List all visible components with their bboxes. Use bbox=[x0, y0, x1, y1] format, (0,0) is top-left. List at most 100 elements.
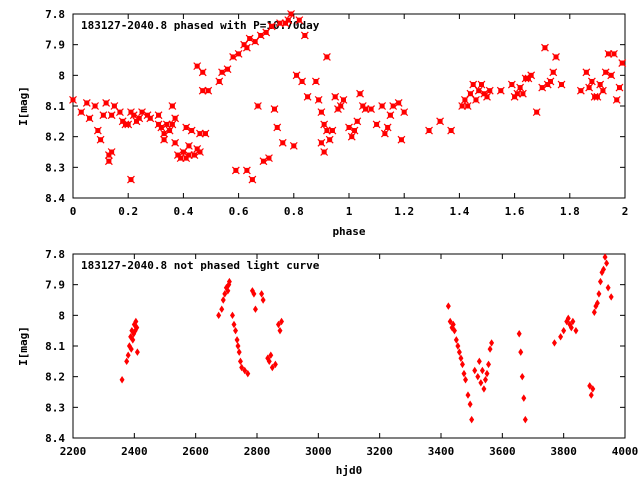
data-point bbox=[204, 86, 213, 95]
data-point bbox=[496, 86, 505, 95]
data-point bbox=[602, 253, 608, 261]
data-point bbox=[604, 49, 613, 58]
data-point bbox=[481, 385, 487, 393]
data-point bbox=[378, 102, 387, 110]
data-point bbox=[582, 68, 591, 77]
data-point bbox=[597, 277, 603, 286]
data-point bbox=[320, 148, 329, 156]
data-point bbox=[253, 102, 262, 110]
data-point bbox=[557, 80, 566, 89]
data-point bbox=[336, 102, 345, 110]
x-tick-label: 0.8 bbox=[284, 205, 304, 218]
data-point bbox=[610, 49, 618, 58]
data-point bbox=[590, 385, 596, 393]
data-point bbox=[452, 326, 457, 335]
data-point bbox=[394, 99, 403, 107]
data-point bbox=[125, 351, 131, 359]
data-point bbox=[311, 77, 320, 86]
data-point bbox=[251, 290, 257, 298]
data-point bbox=[320, 120, 329, 129]
data-point bbox=[215, 77, 224, 86]
data-point bbox=[463, 376, 469, 384]
x-tick-label: 0.2 bbox=[118, 205, 138, 218]
data-point bbox=[483, 92, 491, 101]
data-point bbox=[345, 123, 353, 132]
data-point bbox=[190, 151, 199, 159]
data-point bbox=[458, 102, 467, 110]
data-point bbox=[585, 83, 594, 92]
data-point bbox=[546, 77, 555, 86]
data-point bbox=[279, 317, 285, 326]
plot-frame bbox=[72, 253, 626, 439]
x-tick-label: 3200 bbox=[366, 445, 393, 458]
data-point bbox=[130, 336, 136, 344]
data-point bbox=[216, 311, 222, 320]
data-point bbox=[128, 345, 134, 353]
data-point bbox=[463, 102, 472, 110]
data-point bbox=[91, 102, 100, 110]
data-point bbox=[219, 305, 225, 313]
data-point bbox=[233, 326, 239, 335]
data-point bbox=[568, 323, 574, 332]
data-point bbox=[284, 16, 293, 25]
data-point bbox=[445, 302, 451, 310]
data-point bbox=[198, 68, 207, 77]
data-point bbox=[268, 351, 274, 359]
data-point bbox=[522, 415, 528, 424]
data-point bbox=[119, 376, 125, 384]
data-point bbox=[594, 299, 600, 307]
data-point bbox=[598, 86, 607, 95]
data-point bbox=[436, 117, 445, 126]
data-point bbox=[450, 320, 456, 329]
data-point bbox=[266, 357, 272, 366]
data-point bbox=[277, 326, 283, 335]
y-axis-label: I[mag] bbox=[17, 86, 30, 126]
y-axis-label: I[mag] bbox=[17, 326, 30, 366]
data-point bbox=[489, 339, 495, 347]
data-point bbox=[107, 148, 116, 156]
x-axis-label: hjd0 bbox=[336, 464, 363, 477]
data-point bbox=[541, 43, 549, 52]
x-axis-label: phase bbox=[332, 225, 365, 238]
x-tick-label: 3600 bbox=[489, 445, 516, 458]
data-point bbox=[198, 86, 207, 95]
data-point bbox=[331, 92, 340, 101]
data-point bbox=[615, 83, 624, 92]
data-point bbox=[453, 336, 459, 344]
data-point bbox=[314, 95, 323, 104]
data-point bbox=[397, 135, 406, 144]
data-point bbox=[317, 108, 326, 117]
x-tick-label: 3800 bbox=[550, 445, 577, 458]
data-point bbox=[160, 129, 169, 138]
data-point bbox=[289, 141, 298, 150]
y-tick-label: 8 bbox=[58, 309, 65, 322]
data-point bbox=[607, 71, 616, 80]
data-point bbox=[220, 296, 226, 304]
x-tick-label: 0.6 bbox=[229, 205, 249, 218]
data-point bbox=[353, 117, 362, 126]
data-point bbox=[242, 366, 248, 375]
x-tick-label: 2 bbox=[622, 205, 629, 218]
data-point bbox=[538, 83, 547, 92]
data-point bbox=[618, 59, 627, 67]
x-tick-label: 2800 bbox=[244, 445, 271, 458]
data-point bbox=[165, 126, 174, 135]
data-point bbox=[270, 105, 279, 113]
data-point bbox=[222, 290, 228, 298]
data-point bbox=[475, 372, 481, 381]
data-point bbox=[168, 102, 177, 110]
data-point bbox=[184, 151, 193, 159]
data-point bbox=[298, 77, 307, 86]
y-tick-label: 8.1 bbox=[45, 100, 65, 113]
data-point bbox=[516, 330, 522, 338]
data-point bbox=[134, 323, 140, 332]
data-point bbox=[133, 317, 139, 326]
data-point bbox=[176, 154, 185, 163]
data-point bbox=[472, 95, 480, 104]
y-tick-label: 7.8 bbox=[45, 8, 65, 21]
data-point bbox=[328, 126, 337, 135]
data-point bbox=[231, 320, 237, 329]
x-tick-label: 0.4 bbox=[173, 205, 193, 218]
y-tick-label: 8 bbox=[58, 69, 65, 82]
